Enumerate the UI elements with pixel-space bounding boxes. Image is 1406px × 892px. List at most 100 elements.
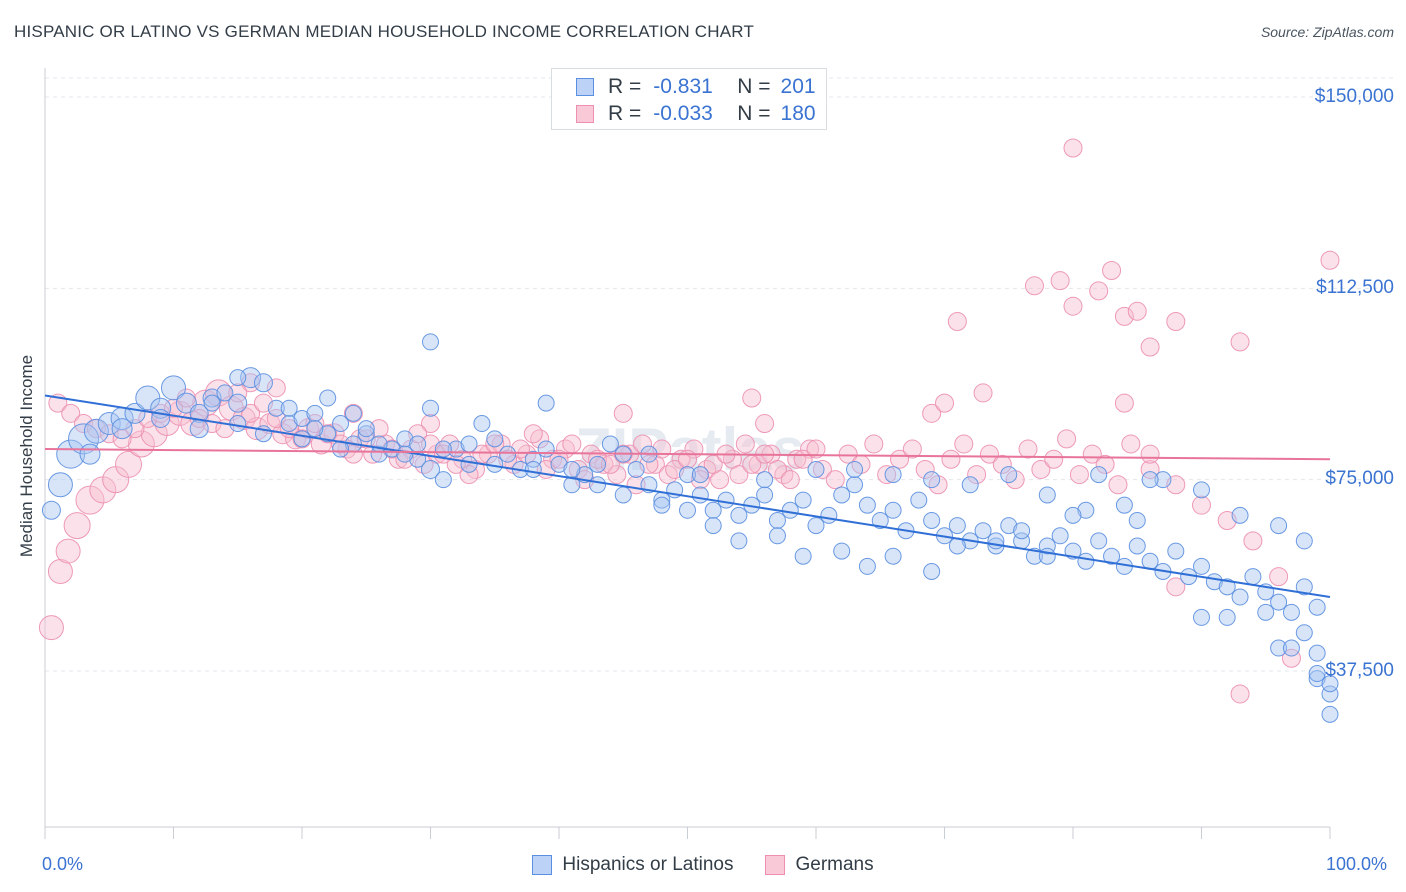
- hispanic-point: [884, 501, 902, 519]
- german-point: [774, 465, 794, 485]
- blue-swatch: [576, 78, 594, 96]
- german-point: [63, 512, 91, 540]
- german-point: [588, 449, 608, 469]
- german-point: [478, 444, 498, 464]
- german-point: [1127, 301, 1147, 321]
- hispanic-point: [730, 506, 748, 524]
- hispanic-point: [434, 440, 452, 458]
- hispanic-point: [768, 527, 786, 545]
- german-point: [967, 465, 987, 485]
- hispanic-point: [524, 460, 542, 478]
- german-point: [421, 414, 440, 434]
- german-point: [607, 465, 627, 485]
- german-point: [1121, 434, 1141, 454]
- hispanic-point: [691, 466, 709, 484]
- hispanic-point: [421, 459, 440, 479]
- hispanic-point: [1128, 537, 1146, 555]
- hispanic-point: [1038, 486, 1056, 504]
- trend-lines: [44, 394, 1331, 599]
- legend-item-hispanics[interactable]: Hispanics or Latinos: [532, 854, 733, 876]
- hispanic-point: [1154, 471, 1172, 489]
- german-point: [954, 434, 974, 454]
- hispanic-point: [1295, 624, 1313, 642]
- r-label: R =: [608, 75, 642, 98]
- hispanic-point: [910, 491, 928, 509]
- hispanic-point: [1231, 588, 1249, 606]
- hispanic-point: [1321, 685, 1339, 703]
- german-point: [703, 454, 723, 474]
- german-point: [658, 465, 678, 485]
- german-point: [1243, 531, 1263, 551]
- hispanic-point: [1282, 603, 1300, 621]
- hispanic-point: [923, 471, 941, 489]
- hispanic-point: [884, 547, 902, 565]
- source-label: Source: ZipAtlas.com: [1260, 24, 1394, 40]
- german-point: [838, 444, 858, 464]
- hispanic-point: [1051, 527, 1069, 545]
- hispanic-point: [229, 415, 247, 433]
- hispanic-point: [768, 511, 786, 529]
- y-axis-label: Median Household Income: [17, 354, 36, 558]
- german-point: [47, 559, 73, 585]
- hispanic-point: [357, 420, 375, 438]
- german-point: [1140, 459, 1160, 479]
- hispanic-point: [1257, 603, 1275, 621]
- r-value: -0.831: [653, 75, 713, 98]
- hispanic-point: [1193, 608, 1210, 626]
- hispanic-point: [846, 476, 864, 494]
- german-point: [228, 383, 248, 403]
- hispanic-point: [460, 455, 478, 473]
- hispanic-point: [974, 522, 992, 540]
- hispanic-point: [357, 425, 375, 443]
- hispanic-point: [1141, 552, 1159, 570]
- hispanic-point: [229, 369, 247, 387]
- blue-swatch: [532, 855, 553, 875]
- german-point: [164, 398, 183, 418]
- hispanic-point: [344, 404, 362, 422]
- hispanic-point: [1077, 552, 1095, 570]
- y-tick-label: $150,000: [1314, 86, 1394, 107]
- germans-points: [38, 138, 1340, 704]
- hispanic-point: [396, 430, 414, 448]
- german-point: [864, 434, 884, 454]
- pink-swatch: [765, 855, 786, 875]
- hispanic-point: [1013, 522, 1031, 540]
- hispanic-point: [460, 435, 478, 453]
- correlation-legend: R = -0.831 N = 201 R = -0.033 N = 180: [551, 68, 827, 130]
- german-point: [241, 403, 261, 423]
- german-point: [941, 449, 961, 469]
- hispanic-point: [1218, 578, 1236, 596]
- hispanic-point: [111, 418, 133, 440]
- hispanic-point: [1308, 644, 1326, 662]
- y-tick-label: $112,500: [1316, 277, 1394, 298]
- hispanic-point: [794, 547, 812, 565]
- hispanic-point: [756, 471, 774, 489]
- hispanic-point: [1321, 675, 1339, 693]
- hispanic-point: [537, 440, 555, 458]
- hispanic-point: [833, 542, 851, 560]
- german-point: [1166, 577, 1186, 597]
- hispanic-point: [923, 563, 941, 581]
- hispanic-point: [679, 501, 696, 519]
- hispanic-point: [833, 486, 851, 504]
- german-point: [204, 379, 232, 407]
- german-point: [1044, 449, 1064, 469]
- german-point: [1063, 296, 1083, 316]
- hispanic-point: [434, 471, 452, 489]
- hispanic-point: [306, 420, 324, 438]
- hispanic-point: [1064, 506, 1082, 524]
- german-point: [115, 450, 143, 478]
- german-point: [1192, 495, 1211, 515]
- hispanic-point: [614, 486, 632, 504]
- hispanic-point: [253, 373, 273, 393]
- legend-item-germans[interactable]: Germans: [765, 854, 874, 876]
- hispanic-point: [499, 445, 517, 463]
- hispanic-point: [1090, 532, 1108, 550]
- german-point: [915, 459, 935, 479]
- german-point: [523, 424, 543, 444]
- hispanic-point: [47, 472, 73, 498]
- hispanic-point: [704, 517, 722, 535]
- german-point: [735, 434, 755, 454]
- german-point: [755, 414, 775, 434]
